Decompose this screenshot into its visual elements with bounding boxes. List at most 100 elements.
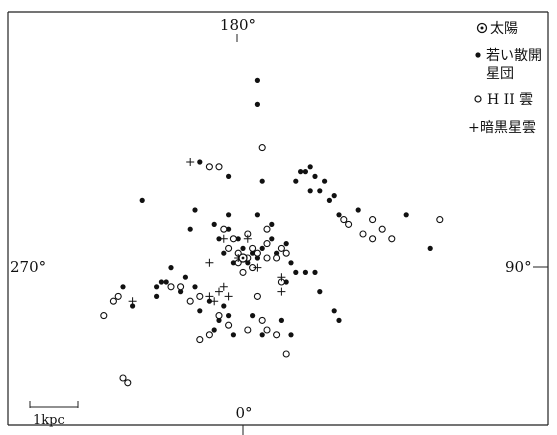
cluster-point (230, 260, 236, 266)
hii-region-point (205, 163, 213, 171)
cluster-point (197, 159, 203, 165)
hii-region-point (100, 312, 108, 320)
cluster-point (226, 212, 232, 218)
hii-region-point (273, 254, 281, 262)
cluster-point (226, 226, 232, 232)
cluster-point (259, 332, 265, 338)
cluster-point (307, 164, 313, 170)
hii-region-point (378, 225, 386, 233)
cluster-point (221, 303, 227, 309)
hii-region-point (253, 292, 261, 300)
hii-region-point (359, 230, 367, 238)
hii-region-point (239, 268, 247, 276)
dark-nebula-point (205, 292, 214, 301)
hii-region-point (220, 225, 228, 233)
hii-region-point (249, 244, 257, 252)
dark-nebula-point (243, 234, 252, 243)
scale-bar-label: 1kpc (33, 413, 65, 428)
cluster-point (139, 197, 145, 203)
cluster-point (298, 169, 304, 175)
cluster-point (326, 197, 332, 203)
hii-region-point (345, 220, 353, 228)
cluster-point (254, 77, 260, 83)
cluster-point (245, 260, 251, 266)
hii-region-point (225, 321, 233, 329)
cluster-point (259, 245, 265, 251)
cluster-point (283, 241, 289, 247)
sun-marker (238, 253, 248, 263)
cluster-point (154, 284, 160, 290)
legend-hii-label: H II 雲 (487, 92, 533, 108)
dark-nebula-point (219, 282, 228, 291)
dark-nebula-point (205, 258, 214, 267)
dark-nebula-point (219, 234, 228, 243)
series-hii-regions (100, 144, 444, 387)
scale-bar: 1kpc (29, 401, 79, 428)
cluster-point (240, 245, 246, 251)
dark-nebula-point (253, 263, 262, 272)
cluster-point (355, 207, 361, 213)
cluster-point (288, 260, 294, 266)
legend-plus-icon: + (468, 120, 480, 136)
series-dark-nebulae (128, 158, 286, 306)
cluster-point (307, 188, 313, 194)
hii-region-point (282, 350, 290, 358)
hii-region-point (388, 235, 396, 243)
hii-region-point (177, 283, 185, 291)
series-young-open-clusters (120, 77, 433, 338)
cluster-point (235, 236, 241, 242)
dark-nebula-point (210, 297, 219, 306)
cluster-point (216, 236, 222, 242)
cluster-point (403, 212, 409, 218)
cluster-point (317, 289, 323, 295)
cluster-point (187, 226, 193, 232)
cluster-point (331, 193, 337, 199)
cluster-point (288, 332, 294, 338)
legend-clusters-label-line1: 若い散開 (486, 48, 542, 64)
cluster-point (269, 221, 275, 227)
hii-region-point (196, 336, 204, 344)
hii-region-point (253, 249, 261, 257)
cluster-point (302, 169, 308, 175)
hii-region-point (119, 374, 127, 382)
hii-region-point (263, 326, 271, 334)
legend: 太陽 若い散開 星団 H II 雲 + 暗黒星雲 (468, 21, 542, 136)
cluster-point (336, 212, 342, 218)
chart-frame (7, 11, 549, 426)
cluster-point (259, 178, 265, 184)
legend-sun-label: 太陽 (490, 21, 518, 37)
cluster-point (254, 212, 260, 218)
legend-filled-circle-icon (475, 52, 481, 58)
cluster-point (250, 250, 256, 256)
hii-region-point (263, 225, 271, 233)
hii-region-point (114, 292, 122, 300)
cluster-point (317, 188, 323, 194)
cluster-point (312, 269, 318, 275)
cluster-point (154, 293, 160, 299)
cluster-point (206, 298, 212, 304)
cluster-point (211, 221, 217, 227)
label-0-deg: 0° (235, 404, 252, 422)
cluster-point (230, 332, 236, 338)
hii-region-point (273, 331, 281, 339)
hii-region-point (277, 244, 285, 252)
dark-nebula-point (224, 292, 233, 301)
hii-region-point (229, 235, 237, 243)
legend-dark-nebula-label: 暗黒星雲 (480, 120, 536, 136)
cluster-point (293, 269, 299, 275)
cluster-point (192, 284, 198, 290)
hii-region-point (225, 244, 233, 252)
cluster-point (211, 327, 217, 333)
hii-region-point (436, 216, 444, 224)
cluster-point (254, 255, 260, 261)
cluster-point (168, 265, 174, 271)
dark-nebula-point (277, 273, 286, 282)
direction-labels: 180° 270° 90° 0° (10, 16, 548, 435)
hii-region-point (196, 292, 204, 300)
cluster-point (278, 317, 284, 323)
cluster-point (130, 303, 136, 309)
hii-region-point (369, 235, 377, 243)
cluster-point (182, 274, 188, 280)
cluster-point (254, 101, 260, 107)
